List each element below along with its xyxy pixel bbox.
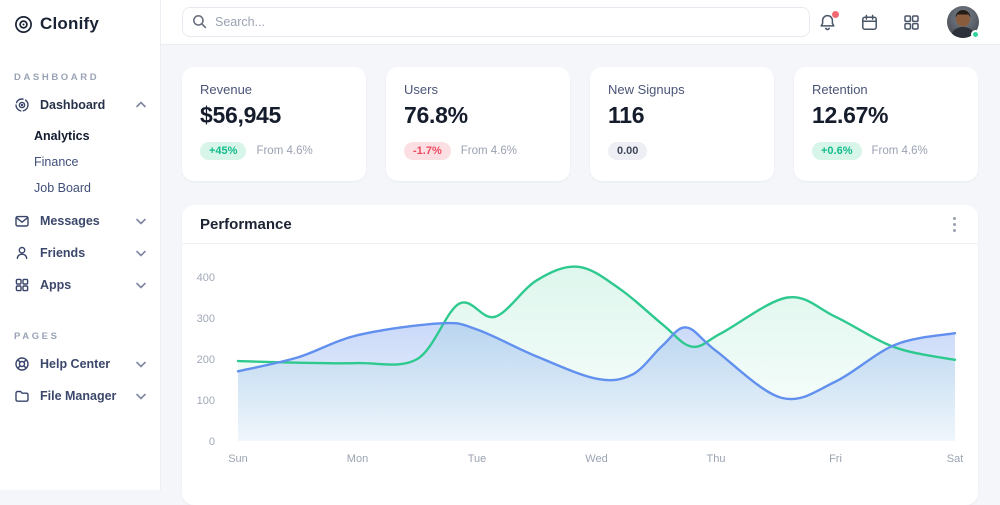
search-box [182, 7, 810, 37]
x-axis-label: Wed [585, 453, 607, 465]
sidebar-item-label: File Manager [40, 389, 136, 403]
y-axis-tick: 200 [197, 354, 215, 366]
sidebar: Clonify DASHBOARD Dashboard Analytics Fi… [0, 0, 161, 490]
chevron-down-icon [136, 392, 146, 400]
sidebar-item-label: Friends [40, 246, 136, 260]
card-title: Retention [812, 82, 960, 97]
stat-card-revenue: Revenue $56,945 +45% From 4.6% [182, 67, 366, 181]
search-icon [192, 14, 207, 29]
messages-icon [14, 213, 30, 229]
y-axis-tick: 300 [197, 313, 215, 325]
sidebar-item-label: Dashboard [40, 98, 136, 112]
stat-card-users: Users 76.8% -1.7% From 4.6% [386, 67, 570, 181]
performance-panel: Performance 0 100 200 300 400 Sun Mon Tue Wed Thu… [182, 205, 978, 505]
folder-icon [14, 388, 30, 404]
topbar [161, 0, 1000, 45]
calendar-icon [860, 13, 879, 32]
sidebar-item-friends[interactable]: Friends [0, 237, 160, 269]
x-axis-label: Fri [829, 453, 842, 465]
card-title: Revenue [200, 82, 348, 97]
panel-title: Performance [200, 216, 292, 233]
user-avatar[interactable] [947, 6, 979, 38]
notification-dot [832, 11, 839, 18]
main-content: Revenue $56,945 +45% From 4.6% Users 76.… [161, 45, 1000, 490]
sidebar-item-label: Apps [40, 278, 136, 292]
performance-chart: 0 100 200 300 400 Sun Mon Tue Wed Thu Fri Sat [182, 244, 978, 490]
apps-menu-button[interactable] [902, 13, 921, 32]
sidebar-item-messages[interactable]: Messages [0, 205, 160, 237]
trend-badge: +45% [200, 142, 246, 160]
stat-card-retention: Retention 12.67% +0.6% From 4.6% [794, 67, 978, 181]
card-value: $56,945 [200, 102, 348, 129]
sidebar-item-help-center[interactable]: Help Center [0, 348, 160, 380]
brand-name: Clonify [40, 14, 99, 34]
brand-logo[interactable]: Clonify [0, 0, 160, 34]
stat-card-new-signups: New Signups 116 0.00 [590, 67, 774, 181]
card-note: From 4.6% [872, 145, 928, 157]
card-title: New Signups [608, 82, 756, 97]
chevron-down-icon [136, 360, 146, 368]
apps-grid-icon [902, 13, 921, 32]
sidebar-item-dashboard[interactable]: Dashboard [0, 89, 160, 121]
sidebar-item-file-manager[interactable]: File Manager [0, 380, 160, 412]
y-axis-tick: 400 [197, 272, 215, 284]
clonify-logo-icon [14, 15, 33, 34]
x-axis-label: Thu [707, 453, 726, 465]
chevron-up-icon [136, 101, 146, 109]
chevron-down-icon [136, 249, 146, 257]
trend-badge: 0.00 [608, 142, 647, 160]
sidebar-item-label: Messages [40, 214, 136, 228]
section-label-dashboard: DASHBOARD [0, 72, 160, 83]
apps-icon [14, 277, 30, 293]
calendar-button[interactable] [860, 13, 879, 32]
online-status-dot [971, 30, 980, 39]
card-value: 12.67% [812, 102, 960, 129]
trend-badge: -1.7% [404, 142, 451, 160]
stat-cards-row: Revenue $56,945 +45% From 4.6% Users 76.… [182, 67, 978, 181]
sidebar-subitem-job-board[interactable]: Job Board [0, 175, 160, 201]
card-value: 76.8% [404, 102, 552, 129]
card-title: Users [404, 82, 552, 97]
x-axis-label: Tue [468, 453, 487, 465]
help-icon [14, 356, 30, 372]
card-note: From 4.6% [256, 145, 312, 157]
dashboard-icon [14, 97, 30, 113]
chevron-down-icon [136, 281, 146, 289]
sidebar-item-apps[interactable]: Apps [0, 269, 160, 301]
x-axis-label: Sun [228, 453, 248, 465]
notifications-button[interactable] [818, 13, 837, 32]
x-axis-label: Sat [947, 453, 964, 465]
x-axis-label: Mon [347, 453, 368, 465]
sidebar-item-label: Help Center [40, 357, 136, 371]
section-label-pages: PAGES [0, 331, 160, 342]
card-value: 116 [608, 102, 756, 129]
y-axis-tick: 100 [197, 395, 215, 407]
kebab-menu-icon[interactable] [949, 213, 960, 236]
sidebar-subitem-finance[interactable]: Finance [0, 149, 160, 175]
trend-badge: +0.6% [812, 142, 862, 160]
search-input[interactable] [182, 7, 810, 37]
card-note: From 4.6% [461, 145, 517, 157]
chevron-down-icon [136, 217, 146, 225]
y-axis-tick: 0 [209, 436, 215, 448]
friends-icon [14, 245, 30, 261]
sidebar-subitem-analytics[interactable]: Analytics [0, 123, 160, 149]
